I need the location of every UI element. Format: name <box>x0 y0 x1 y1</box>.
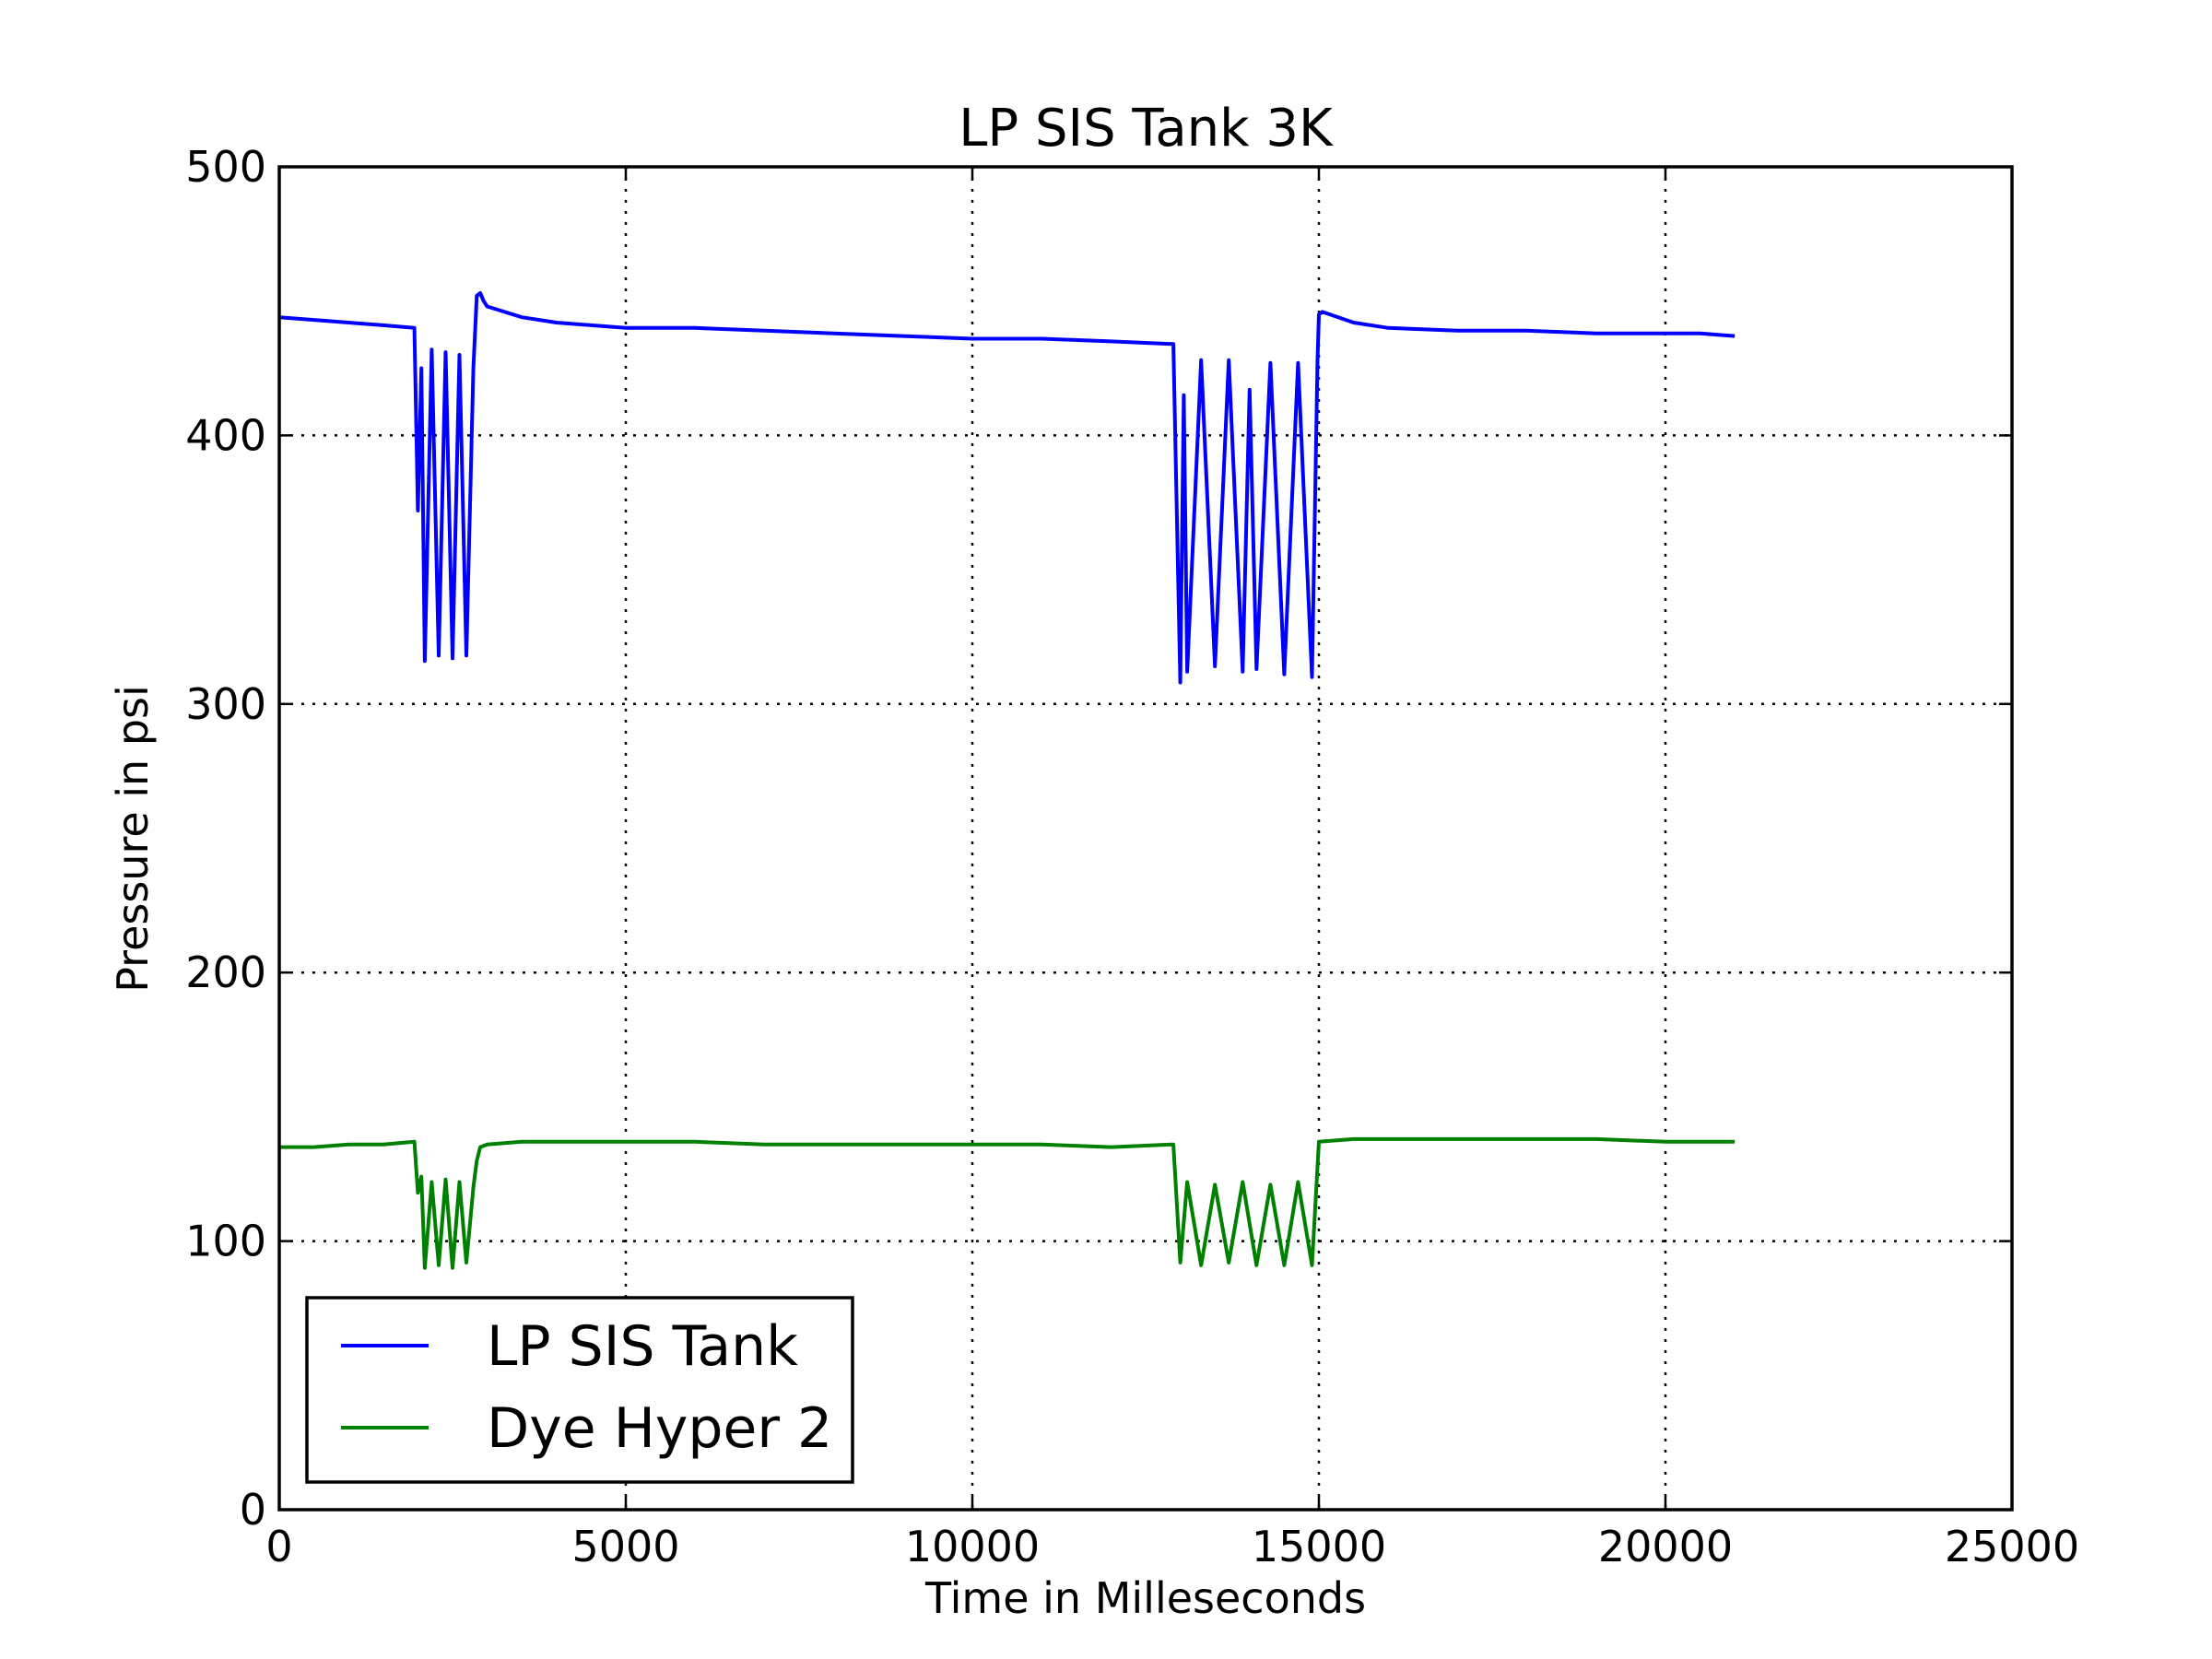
y-tick-label: 300 <box>185 679 266 729</box>
y-tick-label: 0 <box>240 1485 266 1535</box>
chart-title: LP SIS Tank 3K <box>959 99 1334 159</box>
y-tick-label: 200 <box>185 947 266 997</box>
y-axis-label: Pressure in psi <box>108 685 158 993</box>
x-tick-label: 15000 <box>1252 1522 1386 1571</box>
y-tick-label: 500 <box>185 142 266 192</box>
plot-frame <box>277 165 2014 1512</box>
legend: LP SIS Tank Dye Hyper 2 <box>305 1296 854 1484</box>
y-tick-label: 100 <box>185 1217 266 1266</box>
y-tick-label: 400 <box>185 410 266 460</box>
legend-label-dye-hyper-2: Dye Hyper 2 <box>487 1396 832 1461</box>
legend-box <box>305 1296 854 1484</box>
grid-lines <box>279 167 2012 1510</box>
tick-labels: 0 5000 10000 15000 20000 25000 0 100 200 300 400 50… <box>185 142 2079 1571</box>
x-tick-label: 20000 <box>1598 1522 1733 1571</box>
legend-label-lp-sis-tank: LP SIS Tank <box>487 1314 798 1379</box>
x-tick-label: 0 <box>265 1522 292 1571</box>
x-tick-label: 5000 <box>571 1522 679 1571</box>
x-axis-label: Time in Milleseconds <box>924 1573 1366 1623</box>
plot-series <box>278 291 1735 1270</box>
x-tick-label: 25000 <box>1945 1522 2079 1571</box>
series-line-lp-sis-tank <box>278 291 1735 685</box>
x-tick-label: 10000 <box>905 1522 1040 1571</box>
series-line-dye-hyper-2 <box>279 1136 1735 1270</box>
